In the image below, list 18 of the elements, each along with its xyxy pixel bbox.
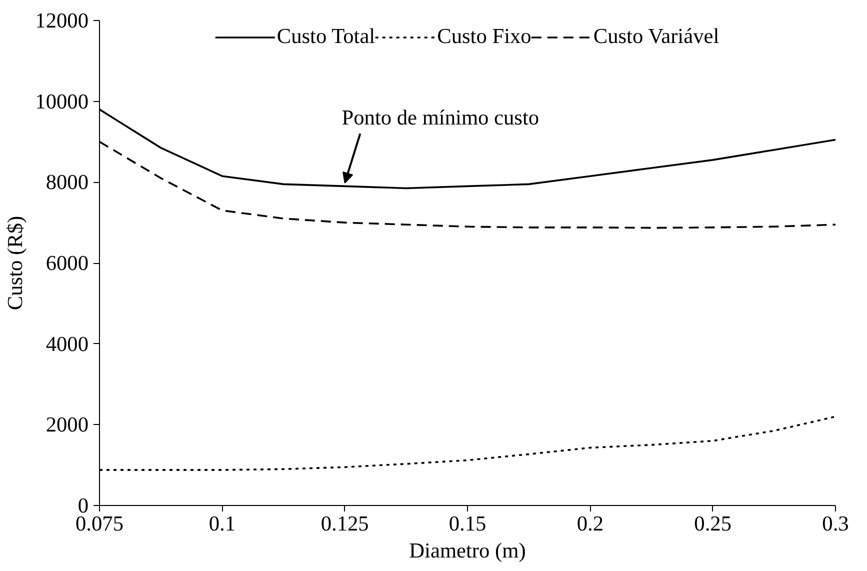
y-tick-label: 4000	[46, 332, 88, 356]
x-tick-label: 0.2	[576, 512, 604, 536]
y-tick-label: 8000	[46, 170, 88, 194]
annotation: Ponto de mínimo custo	[342, 106, 540, 130]
legend-label: Custo Fixo	[437, 24, 532, 49]
x-tick-label: 0.3	[822, 512, 849, 536]
x-tick-label: 0.25	[694, 512, 732, 536]
legend-label: Custo Variável	[593, 24, 720, 49]
y-tick-label: 10000	[35, 89, 89, 114]
x-tick-label: 0.125	[320, 512, 369, 536]
y-axis-title: Custo (R$)	[3, 216, 28, 310]
x-axis-title: Diametro (m)	[409, 538, 526, 562]
y-tick-label: 2000	[46, 412, 88, 437]
x-tick-label: 0.15	[448, 512, 486, 536]
x-tick-label: 0.1	[208, 512, 236, 536]
y-tick-label: 6000	[46, 251, 88, 275]
legend-label: Custo Total	[276, 24, 376, 49]
y-tick-label: 12000	[35, 8, 89, 32]
